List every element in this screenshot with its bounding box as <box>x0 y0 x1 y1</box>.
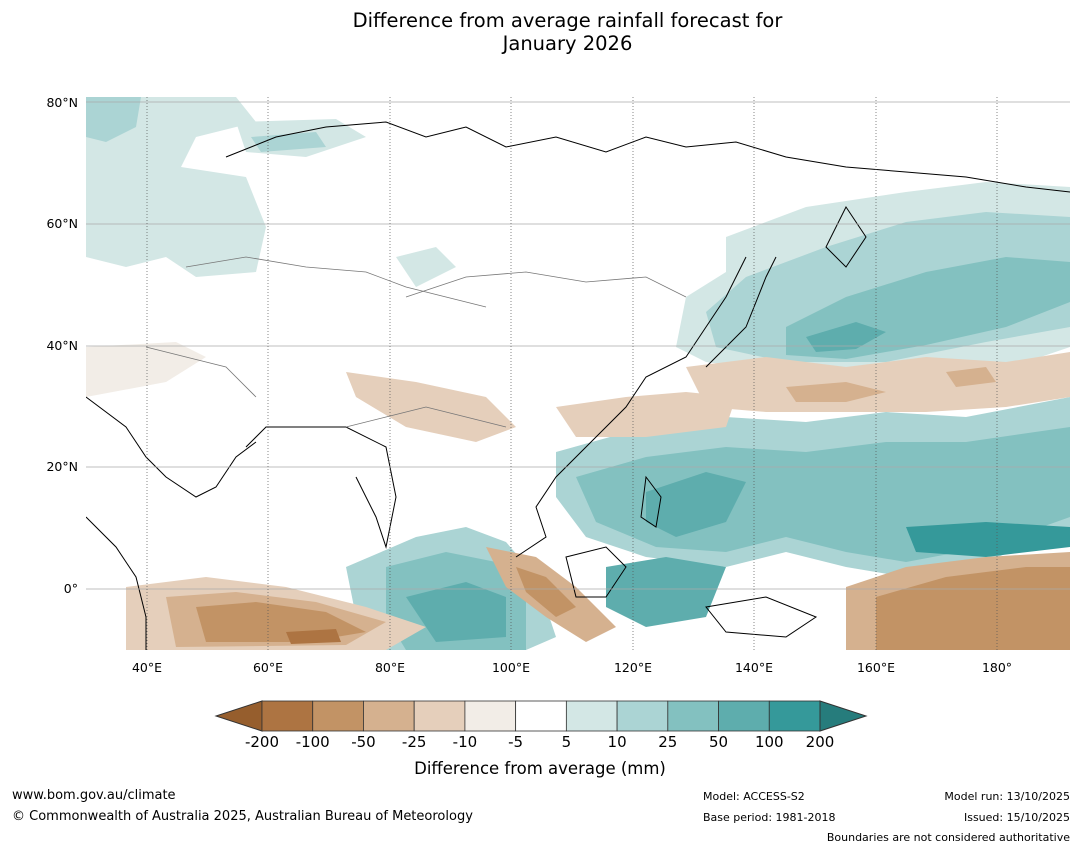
colorbar-segment <box>616 700 669 732</box>
dry-region-north-pacific-band <box>686 352 1070 412</box>
footer-issued: Issued: 15/10/2025 <box>963 811 1070 824</box>
colorbar-tick-label: 200 <box>805 733 835 751</box>
wet-anomaly-layer <box>86 97 1070 650</box>
colorbar-segment <box>363 700 415 732</box>
colorbar-segment <box>312 700 364 732</box>
wet-region-indonesia-core <box>606 557 726 627</box>
dry-region-north-pacific-core <box>786 382 886 402</box>
lat-label-80n: 80°N <box>46 95 78 110</box>
coastline-new-guinea <box>705 596 818 638</box>
coastlines <box>86 121 1070 650</box>
footer-disclaimer: Boundaries are not considered authoritat… <box>826 831 1070 844</box>
colorbar-tick-label: 10 <box>607 733 627 751</box>
colorbar-tick-label: -5 <box>508 733 524 751</box>
footer-model: Model: ACCESS-S2 <box>703 790 805 803</box>
dry-region-south-pacific-100 <box>876 567 1070 650</box>
coastline-borneo <box>565 546 627 598</box>
colorbar-segment <box>718 700 770 732</box>
colorbar-tick-label: 5 <box>561 733 572 751</box>
lon-label-100e: 100°E <box>491 660 530 675</box>
colorbar-tick-label: 100 <box>754 733 784 751</box>
wet-region-north-pacific-50 <box>806 322 886 352</box>
wet-region-equatorial-core <box>906 522 1070 557</box>
lon-label-80e: 80°E <box>374 660 406 675</box>
colorbar-tick-label: -200 <box>244 733 280 751</box>
wet-region-indian-ocean-50 <box>406 582 506 642</box>
lon-label-180: 180° <box>981 660 1013 675</box>
gridlines <box>86 97 1070 650</box>
rainfall-map <box>86 97 1070 650</box>
lon-label-120e: 120°E <box>613 660 652 675</box>
border-central-asia <box>185 256 487 308</box>
coastline-philippines <box>640 475 662 528</box>
colorbar-over-arrow <box>819 700 868 732</box>
coastline-africa <box>86 516 147 650</box>
dry-region-himalaya <box>346 372 516 442</box>
footer-base-period: Base period: 1981-2018 <box>703 811 836 824</box>
colorbar-segment <box>565 700 618 732</box>
border-china-mongolia <box>405 271 687 298</box>
coastline-arabia <box>86 396 257 498</box>
footer-model-run: Model run: 13/10/2025 <box>944 790 1070 803</box>
colorbar-segment <box>464 700 517 732</box>
lon-label-160e: 160°E <box>856 660 895 675</box>
title-line-1: Difference from average rainfall forecas… <box>352 9 783 32</box>
wet-region-arctic-core <box>251 132 326 152</box>
dry-region-south-indian-ocean-200 <box>286 629 341 644</box>
colorbar-segment <box>515 700 567 732</box>
map-canvas <box>86 97 1070 650</box>
footer-copyright: © Commonwealth of Australia 2025, Austra… <box>12 809 473 824</box>
footer-url[interactable]: www.bom.gov.au/climate <box>12 788 176 803</box>
colorbar-segment <box>768 700 821 732</box>
wet-region-europe-core <box>86 97 141 142</box>
colorbar-under-arrow <box>214 700 263 732</box>
dry-region-middle-east <box>86 342 206 397</box>
wet-region-europe <box>86 97 266 277</box>
colorbar-segments <box>261 700 821 732</box>
lon-label-60e: 60°E <box>252 660 284 675</box>
coastline-kamchatka <box>825 206 867 268</box>
coastline-south-asia <box>245 426 397 549</box>
lat-label-0: 0° <box>63 581 78 596</box>
colorbar-tick-label: -100 <box>295 733 330 751</box>
lat-label-20n: 20°N <box>46 459 78 474</box>
colorbar-title: Difference from average (mm) <box>414 759 666 778</box>
wet-region-philippines-core <box>646 472 746 537</box>
colorbar-segment <box>413 700 466 732</box>
dry-region-north-pacific-core-2 <box>946 367 996 387</box>
colorbar-segment <box>667 700 719 732</box>
dry-region-sumatra-core <box>516 567 576 617</box>
lat-label-40n: 40°N <box>46 338 78 353</box>
lon-label-40e: 40°E <box>131 660 163 675</box>
dry-anomaly-layer <box>86 342 1070 650</box>
lat-label-60n: 60°N <box>46 216 78 231</box>
dry-region-south-china <box>556 392 736 437</box>
wet-region-central-asia <box>396 247 456 287</box>
colorbar-tick-label: -25 <box>401 733 427 751</box>
colorbar-tick-label: 25 <box>658 733 678 751</box>
lon-label-140e: 140°E <box>734 660 773 675</box>
coastline-japan <box>705 256 777 368</box>
title-line-2: January 2026 <box>502 32 633 55</box>
chart-title: Difference from average rainfall forecas… <box>0 9 1081 55</box>
coastline-east-asia <box>515 256 747 558</box>
border-middle-east <box>145 346 257 398</box>
colorbar-tick-label: -50 <box>351 733 376 751</box>
national-borders <box>145 256 687 428</box>
colorbar-segment <box>261 700 314 732</box>
coastline-arctic <box>225 121 1070 193</box>
colorbar-tick-label: 50 <box>708 733 729 751</box>
colorbar-tick-label: -10 <box>452 733 478 751</box>
border-china-south <box>345 406 507 428</box>
